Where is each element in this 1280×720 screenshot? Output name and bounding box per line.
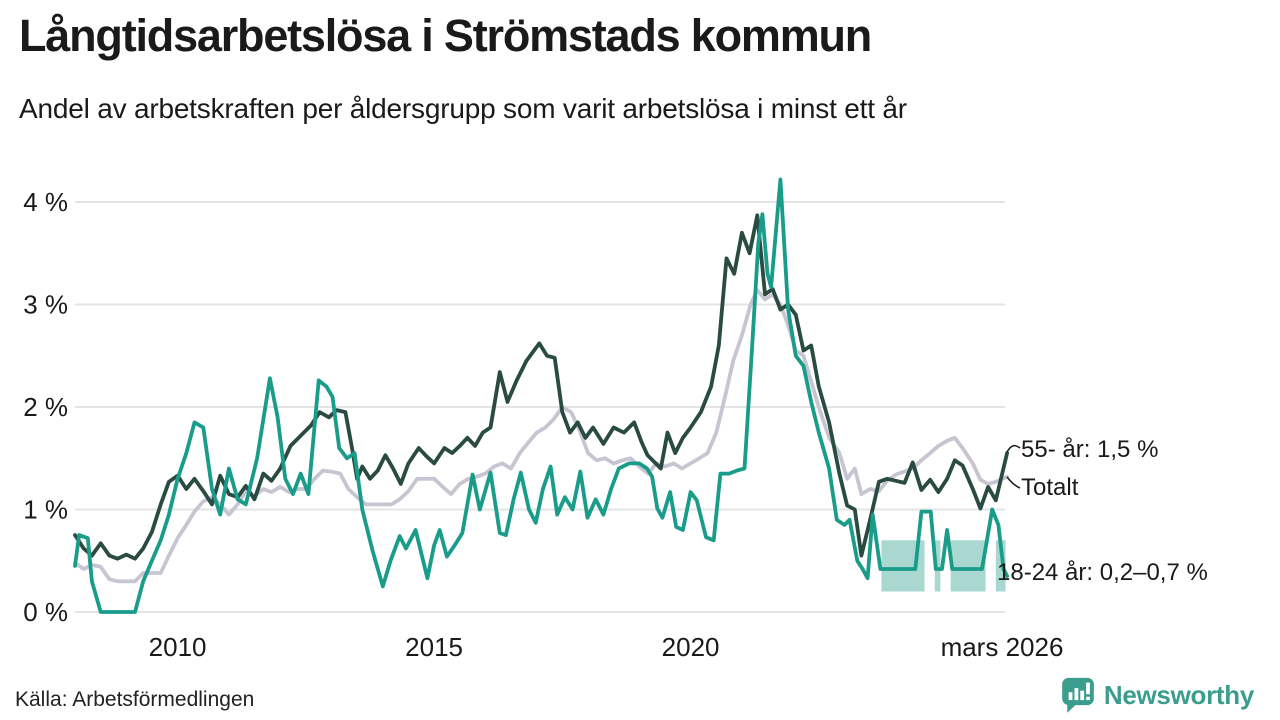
series-line-18-24	[73, 177, 1009, 614]
x-axis-tick-label: mars 2026	[941, 632, 1064, 662]
newsworthy-bar-chart-icon	[1062, 677, 1094, 713]
x-axis-tick-label: 2010	[149, 632, 207, 662]
chart-title: Långtidsarbetslösa i Strömstads kommun	[19, 10, 872, 61]
label-connector-55	[1006, 444, 1021, 453]
y-axis-tick-label: 0 %	[23, 597, 68, 627]
confidence-band-18-24	[950, 540, 986, 592]
label-connector-totalt	[1006, 476, 1021, 489]
y-axis-tick-label: 1 %	[23, 495, 68, 525]
series-label-55: 55- år: 1,5 %	[1021, 436, 1159, 463]
x-axis-tick-label: 2015	[405, 632, 463, 662]
series-line-totalt	[73, 288, 1009, 584]
series-label-totalt: Totalt	[1021, 474, 1079, 501]
source-note: Källa: Arbetsförmedlingen	[15, 688, 255, 711]
y-axis-tick-label: 3 %	[23, 290, 68, 320]
newsworthy-logo: Newsworthy	[1060, 676, 1254, 714]
series-line-55	[73, 213, 1009, 561]
newsworthy-wordmark: Newsworthy	[1103, 679, 1254, 710]
series-label-18-24: 18-24 år: 0,2–0,7 %	[997, 559, 1208, 586]
y-axis-tick-label: 4 %	[23, 187, 68, 217]
confidence-band-18-24	[995, 540, 1006, 592]
y-axis-tick-label: 2 %	[23, 392, 68, 422]
confidence-band-18-24	[934, 540, 941, 592]
x-axis-tick-label: 2020	[662, 632, 720, 662]
chart-subtitle: Andel av arbetskraften per åldersgrupp s…	[19, 93, 907, 124]
